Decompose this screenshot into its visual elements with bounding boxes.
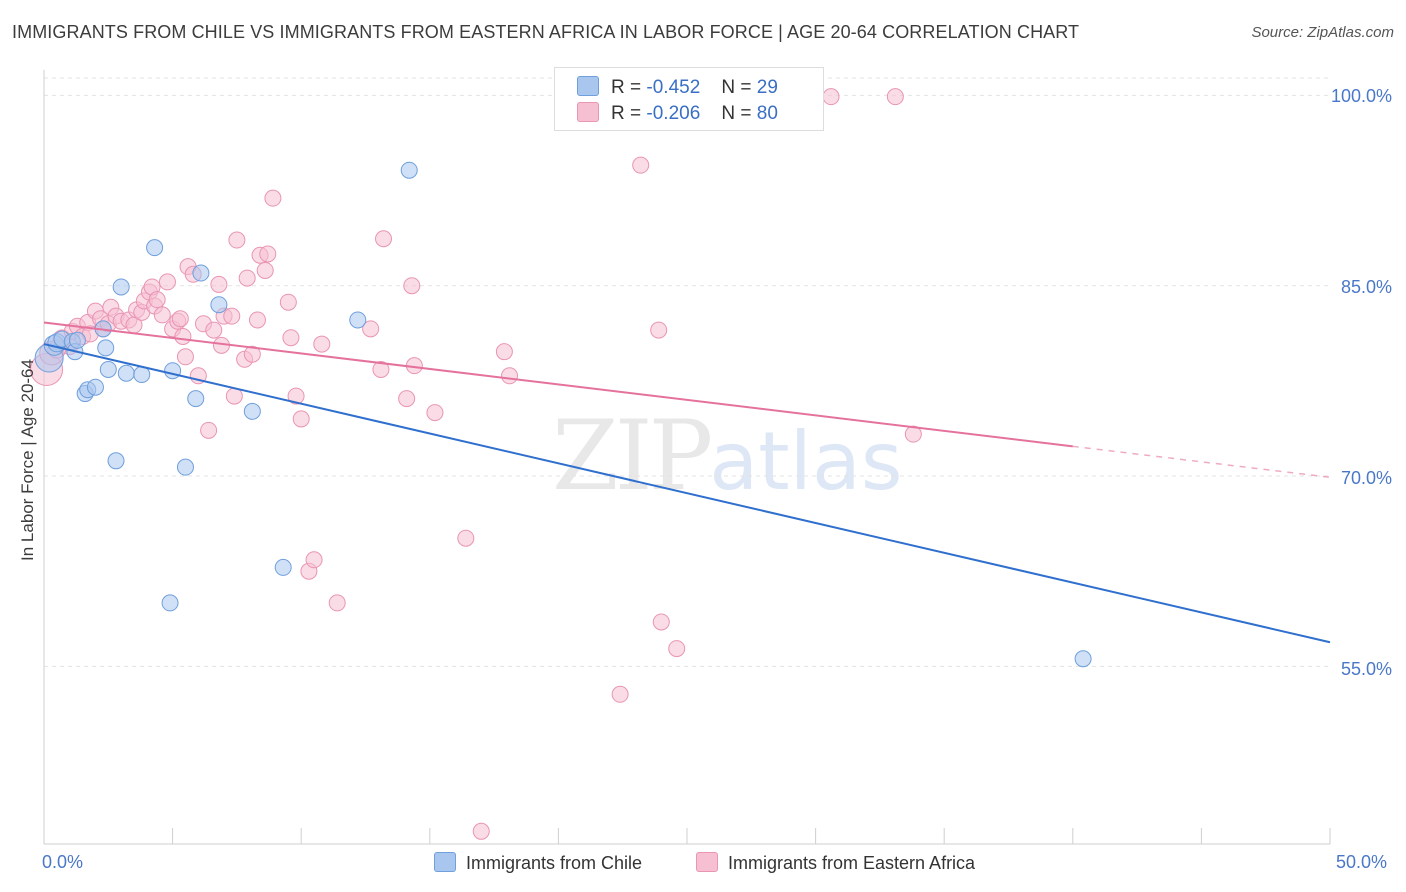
eafrica-point-26: [158, 273, 176, 291]
eafrica-point-37: [205, 321, 223, 339]
chile-point-21: [187, 390, 205, 408]
eafrica-point-31: [176, 348, 194, 366]
eafrica-point-51: [264, 189, 282, 207]
chile-point-6: [68, 331, 86, 349]
eafrica-points: [30, 88, 922, 840]
chile-point-25: [274, 558, 292, 576]
eafrica-point-76: [822, 88, 840, 106]
legend-r-label-eafrica: R =: [611, 103, 642, 124]
eafrica-point-50: [259, 245, 277, 263]
eafrica-point-64: [403, 277, 421, 295]
stats-legend: R = -0.452 N = 29 R = -0.206 N = 80: [554, 67, 824, 131]
legend-r-chile: -0.452: [646, 77, 701, 98]
eafrica-point-24: [148, 291, 166, 309]
chile-point-20: [176, 458, 194, 476]
eafrica-point-67: [457, 529, 475, 547]
bottom-legend-label-chile: Immigrants from Chile: [466, 853, 643, 873]
eafrica-point-63: [398, 390, 416, 408]
watermark-atlas: atlas: [709, 415, 903, 508]
bottom-legend-swatch-chile: [434, 852, 456, 872]
y-tick-label-100: 100.0%: [1330, 86, 1392, 106]
eafrica-point-77: [886, 88, 904, 106]
chile-point-9: [86, 378, 104, 396]
y-axis-label: In Labor Force | Age 20-64: [18, 359, 37, 561]
legend-row-chile: R = -0.452 N = 29: [577, 76, 778, 102]
eafrica-point-54: [287, 387, 305, 405]
eafrica-point-29: [171, 310, 189, 328]
y-tick-label-85: 85.0%: [1340, 277, 1392, 297]
eafrica-point-52: [279, 293, 297, 311]
eafrica-point-75: [668, 640, 686, 658]
source-credit: Source: ZipAtlas.com: [1251, 24, 1394, 41]
legend-swatch-eafrica: [577, 102, 599, 122]
chile-point-23: [210, 296, 228, 314]
chile-point-19: [164, 362, 182, 380]
eafrica-point-41: [223, 307, 241, 325]
legend-n-chile: 29: [756, 77, 778, 98]
eafrica-point-30: [174, 327, 192, 345]
chile-point-14: [112, 278, 130, 296]
eafrica-point-72: [632, 156, 650, 174]
chile-point-22: [192, 264, 210, 282]
chile-point-15: [117, 364, 135, 382]
y-tick-label-55: 55.0%: [1340, 659, 1392, 679]
chile-point-18: [161, 594, 179, 612]
eafrica-point-38: [210, 275, 228, 293]
chile-point-24: [243, 402, 261, 420]
eafrica-point-59: [328, 594, 346, 612]
legend-n-label-eafrica: N =: [721, 103, 752, 124]
eafrica-point-69: [495, 343, 513, 361]
eafrica-point-46: [243, 345, 261, 363]
eafrica-point-62: [375, 230, 393, 248]
eafrica-point-60: [362, 320, 380, 338]
trend-lines: [43, 321, 1331, 644]
chile-point-28: [1074, 650, 1092, 668]
eafrica-point-43: [228, 231, 246, 249]
chile-trend-line: [43, 343, 1331, 644]
x-tick-label-1: 50.0%: [1336, 852, 1388, 872]
legend-row-eafrica: R = -0.206 N = 80: [577, 102, 778, 128]
eafrica-point-53: [282, 329, 300, 347]
axes: [43, 70, 1331, 845]
chile-point-26: [349, 311, 367, 329]
eafrica-trend-extension: [1072, 445, 1331, 479]
eafrica-point-49: [256, 261, 274, 279]
chile-point-12: [99, 360, 117, 378]
eafrica-point-74: [652, 613, 670, 631]
y-tick-label-70: 70.0%: [1340, 468, 1392, 488]
chart-title: IMMIGRANTS FROM CHILE VS IMMIGRANTS FROM…: [12, 22, 1080, 42]
bottom-legend-chile: Immigrants from Chile: [434, 852, 642, 874]
legend-n-eafrica: 80: [756, 103, 778, 124]
chile-point-17: [146, 239, 164, 257]
legend-r-label-chile: R =: [611, 77, 642, 98]
eafrica-point-73: [650, 321, 668, 339]
eafrica-point-25: [153, 306, 171, 324]
bottom-legend-label-eafrica: Immigrants from Eastern Africa: [728, 853, 976, 873]
legend-swatch-chile: [577, 76, 599, 96]
eafrica-point-58: [313, 335, 331, 353]
eafrica-point-71: [611, 685, 629, 703]
bottom-legend-eafrica: Immigrants from Eastern Africa: [696, 852, 975, 874]
grid-lines: [44, 77, 1330, 667]
chile-point-13: [107, 452, 125, 470]
x-tick-label-0: 0.0%: [42, 852, 84, 872]
eafrica-trend-line: [43, 321, 1073, 448]
chile-points: [34, 161, 1092, 668]
eafrica-point-55: [292, 410, 310, 428]
eafrica-point-47: [248, 311, 266, 329]
eafrica-point-68: [472, 822, 490, 840]
eafrica-point-66: [426, 404, 444, 422]
eafrica-point-70: [501, 367, 519, 385]
eafrica-point-45: [238, 269, 256, 287]
eafrica-point-36: [200, 421, 218, 439]
chile-point-11: [97, 339, 115, 357]
bottom-legend-swatch-eafrica: [696, 852, 718, 872]
chile-point-27: [400, 161, 418, 179]
legend-n-label-chile: N =: [721, 77, 752, 98]
legend-r-eafrica: -0.206: [646, 103, 701, 124]
eafrica-point-61: [372, 360, 390, 378]
eafrica-point-57: [305, 551, 323, 569]
